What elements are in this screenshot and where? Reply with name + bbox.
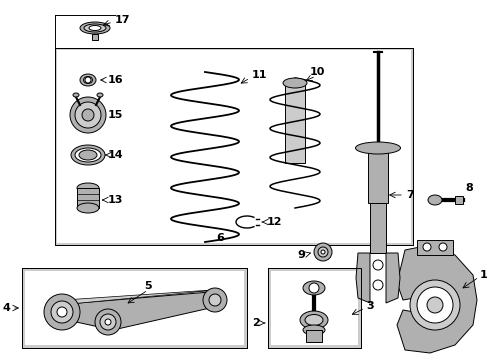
Text: 4: 4 [2,303,10,313]
Bar [285,83,305,163]
Bar [22,268,246,348]
Circle shape [313,243,331,261]
Bar [305,330,321,342]
Circle shape [317,247,327,257]
Bar [454,196,462,204]
Polygon shape [64,290,224,304]
Ellipse shape [71,145,105,165]
Ellipse shape [77,183,99,193]
Ellipse shape [83,77,92,84]
Text: 7: 7 [405,190,413,200]
Circle shape [82,109,94,121]
Text: 5: 5 [144,281,151,291]
Ellipse shape [89,26,101,31]
Circle shape [409,280,459,330]
Circle shape [372,260,382,270]
Ellipse shape [77,203,99,213]
Text: 17: 17 [115,15,130,25]
Text: 1: 1 [479,270,487,280]
Ellipse shape [303,325,325,335]
Circle shape [308,283,318,293]
Ellipse shape [84,24,106,32]
Ellipse shape [73,93,79,97]
Circle shape [100,314,116,330]
Circle shape [105,319,111,325]
Bar [367,148,387,203]
Text: 8: 8 [464,183,472,193]
Circle shape [438,243,446,251]
Ellipse shape [355,142,400,154]
Bar [55,48,412,245]
Circle shape [44,294,80,330]
Bar [369,203,385,253]
Polygon shape [385,253,399,303]
Polygon shape [67,292,223,330]
Ellipse shape [80,22,110,34]
Circle shape [422,243,430,251]
Circle shape [95,309,121,335]
Text: 2: 2 [252,318,260,328]
Bar [25,271,244,345]
Circle shape [85,77,91,83]
Polygon shape [355,253,369,303]
Bar [55,48,412,245]
Ellipse shape [75,148,101,162]
Circle shape [320,250,325,254]
Ellipse shape [283,78,306,88]
Circle shape [57,307,67,317]
Circle shape [203,288,226,312]
Circle shape [416,287,452,323]
Text: 13: 13 [108,195,123,205]
Bar [267,268,360,348]
Bar [270,271,357,345]
Text: 14: 14 [108,150,123,160]
Ellipse shape [79,150,97,160]
Circle shape [426,297,442,313]
Bar [22,268,246,348]
Bar [416,240,452,255]
Bar [92,34,98,40]
Circle shape [70,97,106,133]
Text: 10: 10 [309,67,325,77]
Circle shape [75,102,101,128]
Bar [267,268,360,348]
Text: 12: 12 [266,217,282,227]
Text: 11: 11 [251,70,267,80]
Text: 15: 15 [108,110,123,120]
Text: 16: 16 [108,75,123,85]
Circle shape [372,280,382,290]
Text: 9: 9 [297,250,305,260]
Circle shape [51,301,73,323]
Text: 6: 6 [216,233,224,243]
Polygon shape [396,245,476,353]
Ellipse shape [305,315,323,325]
Text: 3: 3 [365,301,373,311]
Bar [57,50,410,243]
Ellipse shape [427,195,441,205]
Bar [77,188,99,208]
Ellipse shape [80,74,96,86]
Ellipse shape [97,93,103,97]
Ellipse shape [303,281,325,295]
Circle shape [208,294,221,306]
Ellipse shape [299,311,327,329]
